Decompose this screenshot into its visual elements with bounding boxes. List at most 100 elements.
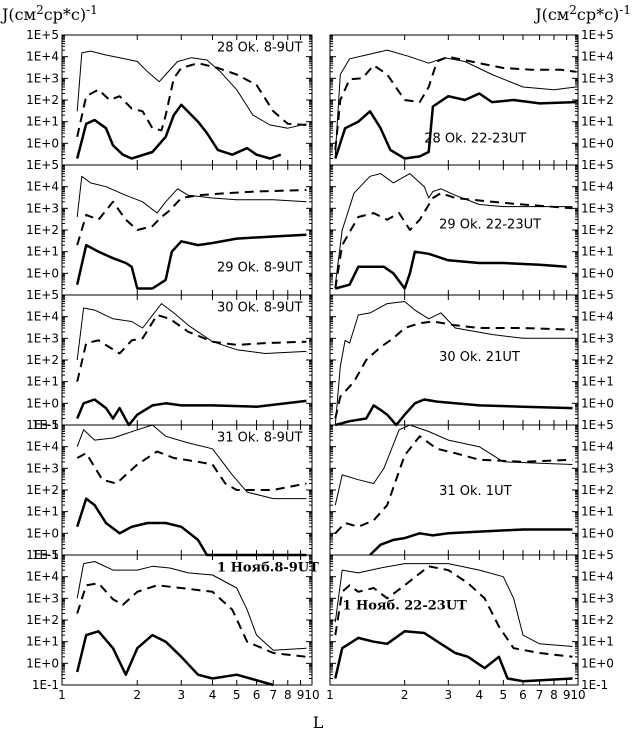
panel-title: 29 Ok. 22-23UT	[439, 218, 541, 233]
y-tick-label: 1E+4	[581, 440, 614, 454]
y-tick-label: 1E+0	[581, 266, 614, 280]
y-tick-label: 1E+5	[581, 418, 614, 432]
x-axis-label: L	[313, 713, 324, 732]
x-tick-label: 7	[269, 688, 277, 702]
x-tick-label: 4	[475, 688, 483, 702]
y-tick-label: 1E-1	[32, 418, 59, 432]
y-tick-label: 1E+0	[26, 266, 59, 280]
panel: 1E+5 1E+4 1E+3 1E+2 1E+1 1E+0 1E-1 31 Ok. 8-9UT	[26, 418, 313, 562]
panel-frame	[61, 164, 313, 296]
y-tick-label: 1E+5	[581, 158, 614, 172]
series-line-thick	[75, 103, 282, 160]
y-tick-label: 1E+4	[26, 50, 59, 64]
panel: 1E+5 1E+4 1E+3 1E+2 1E+1 1E+0 30 Ok. 21UT	[329, 288, 614, 427]
y-tick-label: 1E+4	[26, 440, 59, 454]
x-tick-label: 1	[326, 688, 334, 702]
panel-title: 29 Ok. 8-9UT	[217, 260, 302, 275]
y-tick-label: 1E+3	[581, 461, 614, 475]
series-line-thin	[334, 563, 573, 647]
y-tick-label: 1E+5	[581, 548, 614, 562]
series-line-thin	[334, 49, 576, 155]
y-tick-label: 1E+3	[581, 71, 614, 85]
y-tick-label: 1E+5	[26, 418, 59, 432]
y-tick-label: 1E+0	[26, 526, 59, 540]
x-tick-label: 5	[500, 688, 508, 702]
y-tick-label: 1E+0	[26, 136, 59, 150]
x-tick-label: 2	[133, 688, 141, 702]
x-tick-label: 3	[445, 688, 453, 702]
panel-title: 1 Нояб.8-9UT	[217, 561, 319, 576]
y-tick-label: 1E+1	[581, 115, 614, 129]
y-tick-label: 1E+0	[26, 656, 59, 670]
y-tick-label: 1E+1	[26, 505, 59, 519]
series-line-thin	[76, 303, 307, 361]
y-tick-label: 1E+4	[26, 180, 59, 194]
series-line-dash	[334, 192, 573, 289]
y-tick-label: 1E+3	[581, 331, 614, 345]
x-tick-label: 8	[284, 688, 292, 702]
x-tick-label: 1	[58, 688, 66, 702]
x-tick-label: 9	[297, 688, 305, 702]
panel: 1E+5 1E+4 1E+3 1E+2 1E+1 1E+0 1E-1 1 Нояб.8-9UT	[26, 548, 319, 692]
y-tick-label: 1E+0	[581, 136, 614, 150]
series-line-dash	[76, 189, 307, 246]
x-tick-label: 7	[536, 688, 544, 702]
x-tick-label: 6	[253, 688, 261, 702]
y-tick-label: 1E+2	[26, 353, 59, 367]
series-line-dash	[334, 55, 576, 150]
y-tick-label: 1E+1	[581, 245, 614, 259]
series-line-thick	[76, 497, 307, 557]
x-tick-label: 10	[304, 688, 319, 702]
series-line-thin	[76, 175, 307, 218]
y-tick-label: 1E+3	[26, 591, 59, 605]
panel-title: 31 Ok. 1UT	[439, 484, 511, 499]
x-tick-label: 2	[401, 688, 409, 702]
y-tick-label: 1E+2	[581, 613, 614, 627]
x-tick-label: 10	[570, 688, 585, 702]
y-tick-label: 1E+4	[581, 570, 614, 584]
y-tick-label: 1E+1	[26, 635, 59, 649]
panel-title: 28 Ok. 22-23UT	[424, 132, 526, 147]
y-axis-unit-label-right: J(см2ср*с)-1	[533, 3, 631, 24]
panel: 1E+5 1E+4 1E+3 1E+2 1E+1 1E+0 1E-1 1 Нояб. 22-2…	[329, 548, 614, 692]
panel-title: 31 Ok. 8-9UT	[217, 431, 302, 446]
y-tick-label: 1E+2	[26, 93, 59, 107]
y-tick-label: 1E+2	[581, 93, 614, 107]
series-line-dash	[76, 582, 307, 658]
y-tick-label: 1E+5	[26, 288, 59, 302]
y-tick-label: 1E+0	[581, 656, 614, 670]
y-axis-unit-label-left: J(см2ср*с)-1	[0, 3, 98, 24]
panel-frame	[329, 554, 579, 686]
series-line-dash	[76, 450, 307, 491]
y-tick-label: 1E+4	[581, 180, 614, 194]
y-tick-label: 1E+3	[581, 201, 614, 215]
y-tick-label: 1E-1	[32, 678, 59, 692]
panel-title: 30 Ok. 21UT	[439, 350, 520, 365]
series-line-thin	[76, 561, 307, 651]
y-tick-label: 1E+1	[581, 375, 614, 389]
series-line-thick	[334, 630, 573, 683]
series-line-thin	[334, 301, 573, 426]
y-tick-label: 1E+2	[26, 613, 59, 627]
x-tick-label: 8	[550, 688, 558, 702]
y-tick-label: 1E+1	[581, 505, 614, 519]
y-tick-label: 1E+4	[26, 310, 59, 324]
series-line-thick	[334, 250, 567, 290]
x-tick-label: 6	[519, 688, 527, 702]
y-tick-label: 1E-1	[32, 548, 59, 562]
y-tick-label: 1E-1	[581, 678, 608, 692]
y-tick-label: 1E+5	[26, 28, 59, 42]
y-tick-label: 1E+2	[581, 353, 614, 367]
panel: 1E+5 1E+4 1E+3 1E+2 1E+1 1E+0 28 Ok. 22-23UT	[329, 28, 614, 166]
panel: 1E+5 1E+4 1E+3 1E+2 1E+1 1E+0 28 Ok. 8-9UT	[26, 28, 313, 166]
series-line-thick	[369, 528, 573, 556]
y-axis-unit-left: J(см2ср*с)-1	[0, 3, 98, 24]
x-tick-label: 4	[209, 688, 217, 702]
y-tick-label: 1E+0	[581, 526, 614, 540]
panel: 1E+5 1E+4 1E+3 1E+2 1E+1 1E+0 29 Ok. 8-9UT	[26, 158, 313, 296]
y-tick-label: 1E+0	[26, 396, 59, 410]
series-line-thick	[76, 398, 307, 427]
y-tick-label: 1E+1	[26, 375, 59, 389]
panel-title: 1 Нояб. 22-23UT	[342, 598, 467, 613]
y-tick-label: 1E+2	[581, 483, 614, 497]
